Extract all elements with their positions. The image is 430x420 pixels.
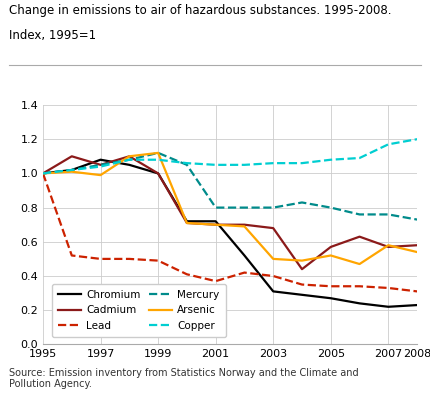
Line: Arsenic: Arsenic <box>43 153 417 264</box>
Chromium <box>98 157 103 162</box>
Chromium <box>184 219 190 224</box>
Cadmium <box>40 171 46 176</box>
Chromium <box>156 171 161 176</box>
Chromium <box>69 168 74 173</box>
Mercury <box>299 200 304 205</box>
Mercury <box>40 171 46 176</box>
Arsenic <box>184 220 190 226</box>
Lead <box>357 284 362 289</box>
Cadmium <box>213 222 218 227</box>
Mercury <box>415 217 420 222</box>
Copper <box>156 157 161 162</box>
Chromium <box>127 162 132 167</box>
Chromium <box>270 289 276 294</box>
Copper <box>328 157 333 162</box>
Mercury <box>98 162 103 167</box>
Copper <box>213 162 218 167</box>
Mercury <box>242 205 247 210</box>
Lead <box>40 171 46 176</box>
Arsenic <box>40 171 46 176</box>
Mercury <box>270 205 276 210</box>
Arsenic <box>156 150 161 155</box>
Cadmium <box>156 171 161 176</box>
Arsenic <box>415 249 420 255</box>
Arsenic <box>69 169 74 174</box>
Lead <box>184 272 190 277</box>
Arsenic <box>386 243 391 248</box>
Arsenic <box>98 173 103 178</box>
Lead <box>69 253 74 258</box>
Copper <box>184 160 190 165</box>
Lead <box>270 273 276 278</box>
Mercury <box>328 205 333 210</box>
Arsenic <box>328 253 333 258</box>
Cadmium <box>386 244 391 249</box>
Arsenic <box>242 224 247 229</box>
Arsenic <box>213 222 218 227</box>
Copper <box>127 157 132 162</box>
Copper <box>357 155 362 160</box>
Copper <box>242 162 247 167</box>
Cadmium <box>299 267 304 272</box>
Lead <box>98 256 103 261</box>
Cadmium <box>184 220 190 226</box>
Copper <box>386 142 391 147</box>
Mercury <box>213 205 218 210</box>
Mercury <box>386 212 391 217</box>
Arsenic <box>127 154 132 159</box>
Lead <box>328 284 333 289</box>
Chromium <box>242 253 247 258</box>
Mercury <box>184 162 190 167</box>
Mercury <box>69 168 74 173</box>
Arsenic <box>357 262 362 267</box>
Lead <box>242 270 247 275</box>
Chromium <box>40 171 46 176</box>
Copper <box>98 164 103 169</box>
Text: Index, 1995=1: Index, 1995=1 <box>9 29 96 42</box>
Chromium <box>299 292 304 297</box>
Text: Change in emissions to air of hazardous substances. 1995-2008.: Change in emissions to air of hazardous … <box>9 4 391 17</box>
Arsenic <box>299 258 304 263</box>
Chromium <box>415 302 420 307</box>
Chromium <box>213 219 218 224</box>
Mercury <box>156 150 161 155</box>
Line: Cadmium: Cadmium <box>43 156 417 269</box>
Copper <box>69 168 74 173</box>
Cadmium <box>98 162 103 167</box>
Copper <box>40 171 46 176</box>
Cadmium <box>242 222 247 227</box>
Lead <box>415 289 420 294</box>
Chromium <box>328 296 333 301</box>
Cadmium <box>328 244 333 249</box>
Cadmium <box>127 154 132 159</box>
Chromium <box>357 301 362 306</box>
Cadmium <box>69 154 74 159</box>
Lead <box>127 256 132 261</box>
Copper <box>270 160 276 165</box>
Cadmium <box>415 243 420 248</box>
Arsenic <box>270 256 276 261</box>
Lead <box>299 282 304 287</box>
Cadmium <box>357 234 362 239</box>
Copper <box>299 160 304 165</box>
Legend: Chromium, Cadmium, Lead, Mercury, Arsenic, Copper: Chromium, Cadmium, Lead, Mercury, Arseni… <box>52 284 226 337</box>
Line: Chromium: Chromium <box>43 160 417 307</box>
Lead <box>213 278 218 284</box>
Copper <box>415 136 420 142</box>
Mercury <box>357 212 362 217</box>
Line: Lead: Lead <box>43 173 417 291</box>
Lead <box>386 286 391 291</box>
Chromium <box>386 304 391 309</box>
Cadmium <box>270 226 276 231</box>
Lead <box>156 258 161 263</box>
Line: Copper: Copper <box>43 139 417 173</box>
Line: Mercury: Mercury <box>43 153 417 220</box>
Text: Source: Emission inventory from Statistics Norway and the Climate and
Pollution : Source: Emission inventory from Statisti… <box>9 368 358 389</box>
Mercury <box>127 157 132 162</box>
